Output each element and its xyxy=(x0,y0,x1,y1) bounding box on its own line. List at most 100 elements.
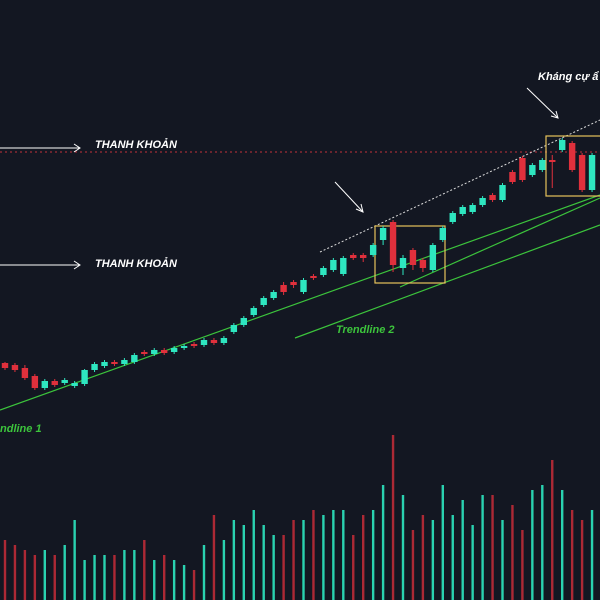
volume-bar xyxy=(391,435,395,600)
annotation: THANH KHOẢN xyxy=(95,257,178,270)
candle-body xyxy=(230,325,238,332)
volume-bar xyxy=(371,510,375,600)
candle-body xyxy=(559,140,566,150)
candle-body xyxy=(330,260,337,270)
candle-body xyxy=(190,344,198,346)
volume-bar xyxy=(551,460,554,600)
candle-body xyxy=(260,298,267,305)
volume-bar xyxy=(143,540,146,600)
arrow-head xyxy=(73,143,81,153)
volume-bar xyxy=(13,545,17,600)
volume-bar xyxy=(153,560,156,600)
candle-body xyxy=(549,160,556,162)
candle-body xyxy=(141,352,148,354)
candle-body xyxy=(529,165,536,175)
candle-body xyxy=(200,340,208,345)
volume-bar xyxy=(590,510,594,600)
candle-body xyxy=(539,160,546,170)
volume-bar xyxy=(471,525,474,600)
candle-body xyxy=(360,255,367,258)
candle-body xyxy=(519,158,526,180)
volume-bar xyxy=(23,550,27,600)
volume-bar xyxy=(352,535,355,600)
candle-body xyxy=(210,340,218,343)
decorations xyxy=(0,87,600,411)
volume-bar xyxy=(322,515,325,600)
volume-bar xyxy=(133,550,136,600)
candle-body xyxy=(409,250,417,265)
candle-body xyxy=(250,308,257,315)
annotation: ndline 1 xyxy=(0,423,42,435)
volume-bar xyxy=(531,490,534,600)
candle-body xyxy=(469,205,476,212)
volume-bar xyxy=(302,520,305,600)
arrow-head xyxy=(355,203,364,213)
candle-body xyxy=(320,268,327,275)
candle-body xyxy=(509,172,516,182)
volume-bar xyxy=(113,555,116,600)
candle-body xyxy=(280,285,287,292)
arrow xyxy=(526,87,559,119)
arrow-head xyxy=(550,110,559,119)
candle-body xyxy=(61,380,68,383)
volume-bar xyxy=(570,510,574,600)
candle-body xyxy=(270,292,277,298)
volume-bar xyxy=(43,550,46,600)
volume-bar xyxy=(461,500,464,600)
volume-bar xyxy=(222,540,226,600)
candle-body xyxy=(399,258,407,268)
candle-body xyxy=(310,276,317,278)
candle-body xyxy=(71,383,78,386)
trendline xyxy=(294,224,600,339)
trendline xyxy=(399,197,600,288)
candle-body xyxy=(429,245,437,270)
candle-body xyxy=(340,258,347,274)
volume-bar xyxy=(202,545,206,600)
volume-bar xyxy=(232,520,236,600)
volume-bar xyxy=(63,545,66,600)
volume-bar xyxy=(451,515,454,600)
volume-bar xyxy=(580,520,584,600)
volume-bar xyxy=(182,565,186,600)
volume-bar xyxy=(212,515,216,600)
candle-body xyxy=(151,350,158,354)
volume-bar xyxy=(33,555,37,600)
volume-bar xyxy=(252,510,255,600)
highlight-box xyxy=(545,135,600,197)
volume-bar xyxy=(561,490,564,600)
candle-body xyxy=(101,362,108,366)
volume-bar xyxy=(83,560,86,600)
annotation: THANH KHOẢN xyxy=(95,138,178,151)
volume-bar xyxy=(541,485,544,600)
volume-bar xyxy=(411,530,415,600)
candle-body xyxy=(499,185,506,200)
volume-bar xyxy=(103,555,106,600)
volume-bar xyxy=(521,530,524,600)
candle-body xyxy=(1,363,9,368)
candle-body xyxy=(170,348,178,352)
annotation: Kháng cự ẩ xyxy=(538,71,599,83)
volume-bar xyxy=(381,485,385,600)
volume-bar xyxy=(172,560,176,600)
volume-bar xyxy=(511,505,514,600)
candle-body xyxy=(489,195,496,200)
candle-body xyxy=(419,260,427,268)
volume-bar xyxy=(272,535,275,600)
candle-body xyxy=(11,365,19,370)
candle-body xyxy=(21,368,29,378)
volume-bar xyxy=(491,495,494,600)
volume-bar xyxy=(262,525,265,600)
candle-body xyxy=(31,376,39,388)
volume-bar xyxy=(292,520,295,600)
candle-body xyxy=(240,318,247,325)
candle-body xyxy=(51,381,58,385)
candle-body xyxy=(568,143,576,170)
volume-bar xyxy=(441,485,444,600)
candle-body xyxy=(220,338,228,343)
candle-body xyxy=(369,245,377,255)
candle-body xyxy=(389,222,397,265)
volume-bar xyxy=(312,510,315,600)
candle-body xyxy=(131,355,138,362)
volume-bar xyxy=(53,555,56,600)
